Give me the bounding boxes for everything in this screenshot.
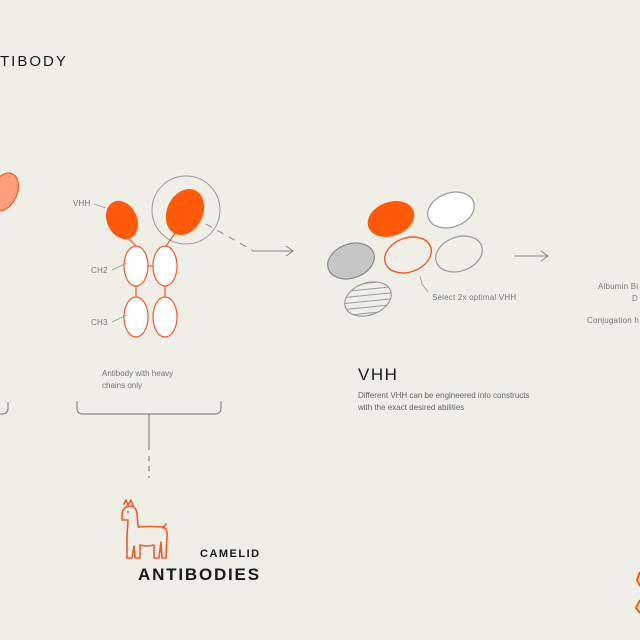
vhh-domain-right [165,188,205,236]
antibodies-label: ANTIBODIES [138,565,261,584]
partial-orange-shape [634,571,640,614]
vhh-hatched-outline [344,281,392,317]
ch2-domain-right [152,245,178,287]
llama-eye [127,511,129,513]
right-text-line-2: D [632,294,638,303]
ch3-leader-line [111,314,128,323]
vhh-grey-outline [435,235,483,273]
heavy-chain-bracket [76,401,222,415]
ch3-label: CH3 [91,318,108,327]
ch3-domain-right [152,296,178,338]
left-bracket-fragment [0,402,9,415]
arrow-right-icon [285,245,294,257]
select-label: Select 2x optimal VHH [432,293,517,302]
camelid-label: CAMELID [200,548,261,560]
vhh-label: VHH [73,199,91,208]
vhh-leader-line [93,203,107,209]
zoom-dashed-line [205,223,253,251]
ch2-domain-left [123,245,149,287]
vhh-title: VHH [358,365,399,384]
hinge-left [127,237,137,247]
vhh-hatched [339,279,397,320]
right-text-line-1: Albumin Bi [598,282,639,291]
select-leader-line [419,275,429,293]
ch2-leader-line [111,262,128,271]
vhh-orange-outline [384,236,432,274]
llama-icon [121,499,168,559]
heavy-chain-caption: Antibody with heavy chains only [102,369,174,390]
vhh-grey-filled [327,242,375,280]
partial-left-ellipse [0,172,20,212]
zoom-circle [151,175,221,245]
ch2-label: CH2 [91,266,108,275]
ch3-domain-left [123,296,149,338]
right-text-line-3: Conjugation h [587,316,639,325]
arrow-right-icon-2 [540,250,549,262]
vhh-domain-left [105,200,139,240]
top-left-title: TIBODY [0,53,68,70]
vhh-white-top [427,191,475,229]
vhh-description: Different VHH can be engineered into con… [358,391,530,412]
vhh-orange-filled [367,201,415,237]
hinge-right [165,231,177,247]
